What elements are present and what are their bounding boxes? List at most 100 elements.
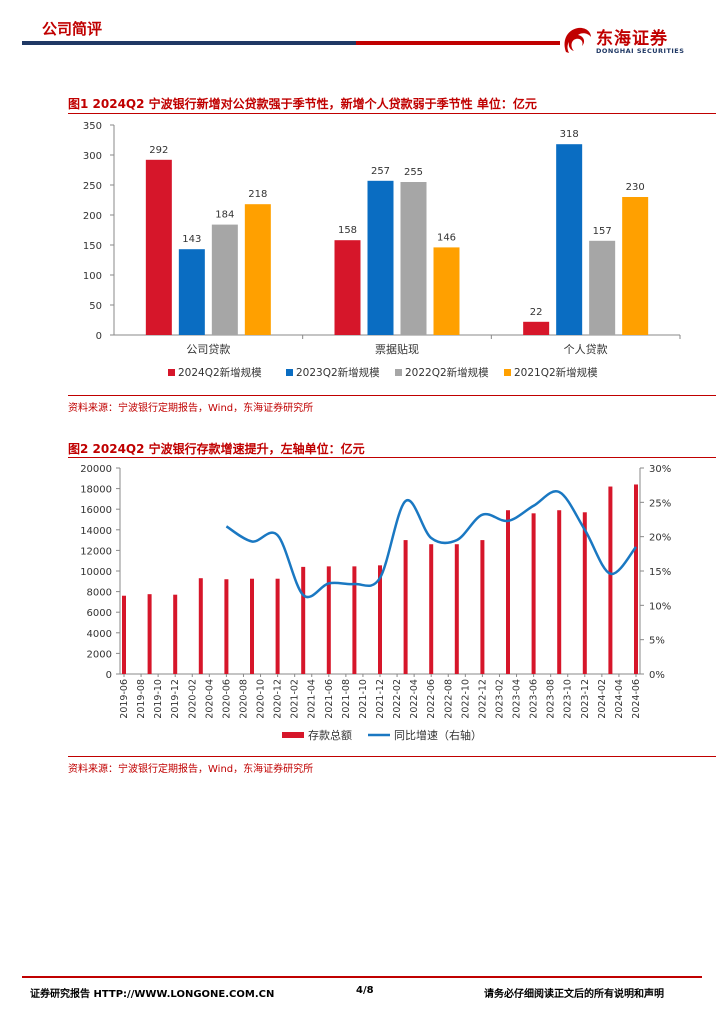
legend-label-0: 2024Q2新增规模	[178, 366, 262, 379]
bar-2-1	[556, 144, 583, 335]
y-tick-label-5: 250	[83, 181, 102, 192]
deposit-bar-17	[557, 510, 562, 674]
right-tick-label-2: 10%	[649, 601, 671, 612]
legend-label-3: 2021Q2新增规模	[514, 366, 598, 379]
data-label-0-2: 184	[215, 210, 234, 221]
legend-label-1: 2023Q2新增规模	[296, 366, 380, 379]
deposit-bar-12	[429, 544, 434, 674]
x-tick-label-11: 2021-04	[307, 679, 318, 719]
legend-swatch-0	[168, 369, 175, 376]
x-category-label-0: 公司贷款	[186, 342, 230, 356]
x-category-label-2: 个人贷款	[564, 342, 608, 356]
legend-swatch-2	[395, 369, 402, 376]
bar-2-0	[523, 321, 550, 335]
x-tick-label-9: 2020-12	[273, 679, 284, 719]
figure1-source: 资料来源：宁波银行定期报告，Wind，东海证券研究所	[68, 403, 314, 414]
footer-rule	[22, 976, 702, 978]
deposit-bar-2	[173, 594, 178, 674]
x-tick-label-22: 2023-02	[494, 679, 505, 719]
x-tick-label-30: 2024-06	[631, 679, 642, 719]
deposit-bar-13	[454, 544, 459, 674]
y-tick-label-3: 150	[83, 241, 102, 252]
data-label-2-3: 230	[626, 182, 645, 193]
deposit-bar-7	[301, 566, 306, 674]
deposit-bar-14	[480, 540, 485, 674]
y-tick-label-7: 350	[83, 121, 102, 132]
deposit-bar-9	[352, 566, 357, 674]
data-label-0-1: 143	[182, 234, 201, 245]
deposit-bar-16	[531, 513, 536, 674]
footer-disclaimer: 请务必仔细阅读正文后的所有说明和声明	[484, 989, 664, 1000]
left-tick-label-9: 18000	[80, 485, 112, 496]
figure2-title: 图2 2024Q2 宁波银行存款增速提升，左轴单位：亿元	[68, 442, 365, 456]
figure1-bar-chart: 0 50 100 150 200 250 300 350 292 143 184 218 公司贷款 158…	[83, 121, 681, 379]
x-tick-label-4: 2020-02	[187, 679, 198, 719]
x-tick-label-6: 2020-06	[221, 679, 232, 719]
growth-rate-line	[225, 490, 637, 599]
x-tick-label-13: 2021-08	[341, 679, 352, 719]
right-tick-label-6: 30%	[649, 464, 671, 475]
bar-0-2	[211, 224, 238, 335]
left-tick-label-0: 0	[106, 670, 112, 681]
deposit-bar-19	[608, 486, 613, 674]
right-tick-label-0: 0%	[649, 670, 665, 681]
legend-label-growth: 同比增速（右轴）	[394, 728, 482, 742]
left-tick-label-10: 20000	[80, 464, 112, 475]
x-tick-label-5: 2020-04	[204, 679, 215, 719]
bar-1-1	[367, 180, 394, 335]
figure2-combo-chart: 0 2000 4000 6000 8000 10000 12000 14000 16000 180…	[80, 464, 671, 742]
left-tick-label-2: 4000	[87, 629, 112, 640]
x-tick-label-21: 2022-12	[477, 679, 488, 719]
data-label-0-0: 292	[149, 145, 168, 156]
data-label-2-1: 318	[560, 129, 579, 140]
deposit-bar-20	[634, 484, 638, 674]
y-tick-label-2: 100	[83, 271, 102, 282]
x-tick-label-29: 2024-04	[614, 679, 625, 719]
left-tick-label-7: 14000	[80, 526, 112, 537]
deposit-bar-11	[403, 540, 408, 674]
header-bar-navy	[22, 41, 358, 45]
deposit-bar-1	[147, 594, 152, 674]
legend-label-deposit: 存款总额	[308, 728, 352, 742]
x-tick-label-18: 2022-06	[426, 679, 437, 719]
data-label-0-3: 218	[248, 189, 267, 200]
x-tick-label-25: 2023-08	[546, 679, 557, 719]
x-tick-label-1: 2019-08	[136, 679, 147, 719]
deposit-bar-6	[275, 578, 280, 674]
bar-2-3	[622, 197, 649, 335]
x-tick-label-19: 2022-08	[443, 679, 454, 719]
right-tick-label-1: 5%	[649, 636, 665, 647]
data-label-1-0: 158	[338, 225, 357, 236]
bar-0-1	[178, 249, 205, 335]
x-tick-label-23: 2023-04	[512, 679, 523, 719]
bar-2-2	[589, 240, 616, 335]
x-tick-label-28: 2024-02	[597, 679, 608, 719]
data-label-1-1: 257	[371, 166, 390, 177]
right-tick-label-3: 15%	[649, 567, 671, 578]
dragon-logo-icon	[564, 27, 591, 53]
footer-website: 证券研究报告 HTTP://WWW.LONGONE.COM.CN	[30, 989, 275, 1000]
bar-1-2	[400, 182, 427, 335]
x-tick-label-12: 2021-06	[324, 679, 335, 719]
y-tick-label-6: 300	[83, 151, 102, 162]
y-tick-label-4: 200	[83, 211, 102, 222]
figure1-bottom-rule	[68, 395, 716, 396]
logo-name: 东海证券	[596, 29, 668, 49]
bar-0-3	[244, 204, 271, 335]
bar-1-3	[433, 247, 460, 335]
deposit-bar-5	[250, 578, 254, 674]
legend-swatch-deposit	[282, 732, 304, 738]
data-label-1-3: 146	[437, 232, 456, 243]
y-tick-label-0: 0	[96, 331, 102, 342]
header-bar-red	[356, 41, 560, 45]
x-tick-label-14: 2021-10	[358, 679, 369, 719]
figure2-source: 资料来源：宁波银行定期报告，Wind，东海证券研究所	[68, 764, 314, 775]
y-tick-label-1: 50	[89, 301, 102, 312]
deposit-bar-8	[326, 566, 331, 674]
figure1-title: 图1 2024Q2 宁波银行新增对公贷款强于季节性，新增个人贷款弱于季节性 单位…	[68, 97, 537, 111]
x-tick-label-8: 2020-10	[256, 679, 267, 719]
section-title: 公司简评	[42, 20, 103, 38]
x-tick-label-24: 2023-06	[529, 679, 540, 719]
x-tick-label-15: 2021-12	[375, 679, 386, 719]
bar-1-0	[334, 240, 361, 335]
